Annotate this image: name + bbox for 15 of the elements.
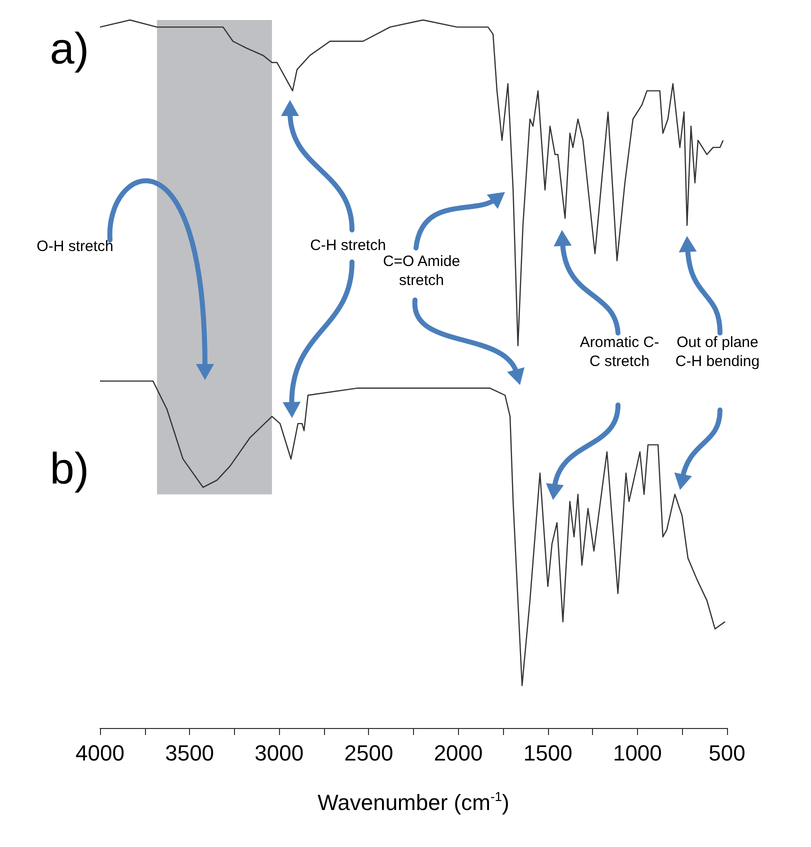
annotation: C=O Amide stretch — [382, 252, 462, 290]
series-label: b) — [50, 444, 89, 494]
x-tick-label: 2000 — [434, 740, 483, 766]
x-tick-label: 3000 — [254, 740, 304, 766]
x-tick-label: 500 — [708, 740, 746, 766]
annotation: Out of plane C-H bending — [674, 333, 761, 371]
x-tick-label: 1000 — [612, 740, 662, 766]
x-tick-label: 1500 — [523, 740, 572, 766]
x-tick-label: 4000 — [76, 740, 124, 766]
x-tick-label: 3500 — [165, 740, 214, 766]
annotation: Aromatic C-C stretch — [578, 333, 660, 371]
series-label: a) — [50, 24, 89, 74]
annotation: C-H stretch — [309, 236, 387, 255]
annotation: O-H stretch — [36, 237, 114, 256]
x-tick-label: 2500 — [344, 740, 394, 766]
